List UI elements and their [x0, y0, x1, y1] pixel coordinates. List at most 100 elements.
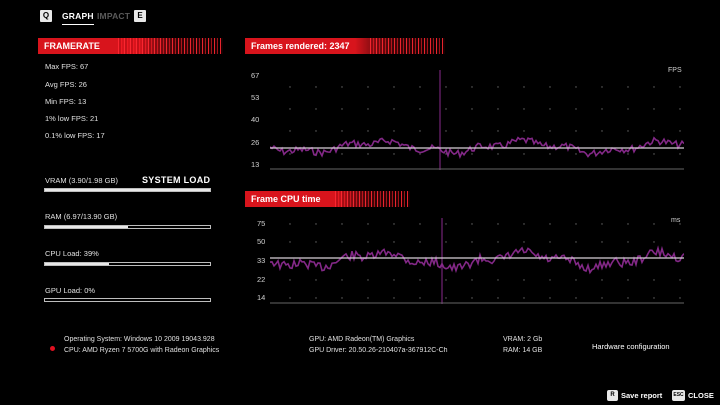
framerate-title: FRAMERATE	[44, 41, 100, 51]
frames-rendered-title: Frames rendered: 2347	[251, 41, 350, 51]
grid-dot	[445, 279, 447, 281]
grid-dot	[549, 108, 551, 110]
save-report-button[interactable]: Save report	[621, 391, 663, 400]
grid-dot	[419, 241, 421, 243]
grid-dot	[367, 108, 369, 110]
grid-dot	[471, 241, 473, 243]
cpu-time-graph	[270, 218, 684, 304]
grid-dot	[601, 241, 603, 243]
grid-dot	[289, 86, 291, 88]
grid-dot	[601, 279, 603, 281]
grid-dot	[627, 297, 629, 299]
cpu-load-label: CPU Load: 39%	[45, 249, 99, 258]
grid-dot	[393, 279, 395, 281]
grid-dot	[653, 297, 655, 299]
grid-dot	[315, 108, 317, 110]
grid-dot	[367, 130, 369, 132]
grid-dot	[549, 130, 551, 132]
grid-dot	[627, 223, 629, 225]
grid-dot	[497, 108, 499, 110]
fps-unit-label: FPS	[668, 67, 682, 74]
grid-dot	[289, 130, 291, 132]
grid-dot	[289, 297, 291, 299]
ram-load-fill	[45, 226, 128, 228]
grid-dot	[497, 279, 499, 281]
grid-dot	[601, 130, 603, 132]
grid-dot	[471, 108, 473, 110]
grid-dot	[341, 86, 343, 88]
grid-dot	[601, 223, 603, 225]
grid-dot	[341, 153, 343, 155]
vram-load-fill	[45, 189, 210, 191]
stat-1pct-low-fps: 1% low FPS: 21	[45, 114, 99, 123]
close-button[interactable]: CLOSE	[688, 391, 714, 400]
grid-dot	[523, 297, 525, 299]
fps-graph	[270, 70, 684, 170]
grid-dot	[445, 153, 447, 155]
grid-dot	[445, 297, 447, 299]
grid-dot	[341, 223, 343, 225]
fps-tick-label: 26	[251, 138, 260, 147]
key-q-icon[interactable]: Q	[40, 10, 52, 22]
gpu-info: GPU: AMD Radeon(TM) Graphics	[309, 336, 415, 343]
grid-dot	[679, 130, 681, 132]
grid-dot	[445, 130, 447, 132]
grid-dot	[445, 86, 447, 88]
cpu-tick-label: 50	[257, 237, 266, 246]
grid-dot	[341, 297, 343, 299]
grid-dot	[289, 108, 291, 110]
grid-dot	[393, 130, 395, 132]
grid-dot	[341, 108, 343, 110]
grid-dot	[523, 108, 525, 110]
grid-dot	[575, 130, 577, 132]
header-noise-decoration	[118, 38, 223, 54]
tab-graph[interactable]: GRAPH	[62, 11, 94, 25]
grid-dot	[575, 241, 577, 243]
tab-impact[interactable]: IMPACT	[97, 11, 131, 21]
grid-dot	[341, 130, 343, 132]
grid-dot	[679, 279, 681, 281]
data-trace	[270, 245, 684, 275]
grid-dot	[419, 223, 421, 225]
key-e-icon[interactable]: E	[134, 10, 146, 22]
grid-dot	[367, 86, 369, 88]
grid-dot	[549, 279, 551, 281]
cpu-unit-label: ms	[671, 217, 681, 224]
grid-dot	[575, 153, 577, 155]
grid-dot	[549, 223, 551, 225]
grid-dot	[497, 153, 499, 155]
grid-dot	[289, 223, 291, 225]
grid-dot	[523, 153, 525, 155]
grid-dot	[367, 279, 369, 281]
grid-dot	[679, 86, 681, 88]
frame-cpu-time-header: Frame CPU time	[245, 191, 410, 207]
grid-dot	[653, 108, 655, 110]
fps-tick-label: 40	[251, 115, 260, 124]
grid-dot	[393, 223, 395, 225]
cpu-info: CPU: AMD Ryzen 7 5700G with Radeon Graph…	[64, 347, 220, 354]
esc-key-icon[interactable]: ESC	[672, 390, 685, 401]
grid-dot	[653, 86, 655, 88]
grid-dot	[575, 297, 577, 299]
grid-dot	[341, 241, 343, 243]
grid-dot	[497, 86, 499, 88]
cpu-load-bar	[44, 262, 211, 266]
grid-dot	[627, 153, 629, 155]
fps-tick-label: 67	[251, 71, 260, 80]
grid-dot	[289, 153, 291, 155]
grid-dot	[575, 223, 577, 225]
system-load-title: SYSTEM LOAD	[142, 175, 211, 185]
grid-dot	[315, 279, 317, 281]
grid-dot	[679, 297, 681, 299]
ram-load-bar	[44, 225, 211, 229]
grid-dot	[575, 108, 577, 110]
stat-01pct-low-fps: 0.1% low FPS: 17	[45, 131, 105, 140]
grid-dot	[393, 153, 395, 155]
grid-dot	[315, 223, 317, 225]
grid-dot	[315, 86, 317, 88]
grid-dot	[367, 241, 369, 243]
hardware-configuration-label[interactable]: Hardware configuration	[592, 342, 670, 351]
grid-dot	[419, 130, 421, 132]
save-key-icon[interactable]: R	[607, 390, 618, 401]
fps-tick-label: 13	[251, 160, 260, 169]
